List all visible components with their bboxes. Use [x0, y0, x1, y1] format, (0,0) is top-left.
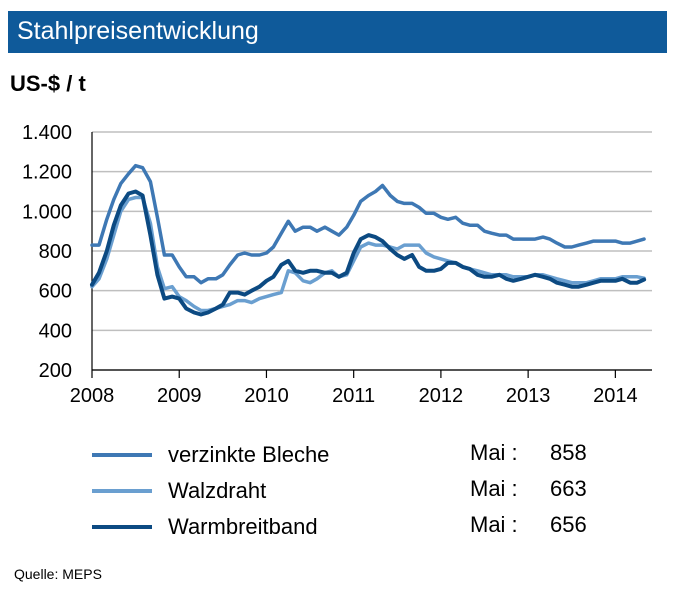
- legend-row-walzdraht: Walzdraht Mai : 663: [92, 476, 612, 506]
- axes: [91, 132, 652, 378]
- line-chart: 200 400 600 800 1.000 1.200 1.400 2008 2009 2010 2…: [22, 122, 652, 407]
- legend-value: 858: [550, 440, 587, 465]
- series-line-walzdraht: [90, 195, 646, 313]
- legend-value: 663: [550, 476, 587, 501]
- legend-label: Walzdraht: [168, 478, 267, 503]
- legend-line-walzdraht: [92, 489, 152, 493]
- y-tick-label: 200: [39, 360, 72, 382]
- y-tick-label: 800: [39, 241, 72, 263]
- tick-labels: 200 400 600 800 1.000 1.200 1.400 2008 2009 2010 2…: [22, 122, 638, 407]
- legend-month: Mai :: [470, 512, 518, 537]
- legend-label: verzinkte Bleche: [168, 442, 330, 467]
- legend-row-verzinkte-bleche: verzinkte Bleche Mai : 858: [92, 440, 612, 470]
- y-tick-label: 1.200: [22, 162, 72, 184]
- y-tick-label: 1.400: [22, 122, 72, 144]
- chart-title: Stahlpreisentwicklung: [17, 17, 259, 45]
- source-note: Quelle: MEPS: [14, 566, 102, 582]
- legend-line-warmbreitband: [92, 525, 152, 529]
- series-line-warmbreitband: [90, 189, 647, 317]
- x-tick-label: 2012: [419, 385, 464, 407]
- title-bar: Stahlpreisentwicklung: [8, 11, 667, 53]
- y-tick-label: 1.000: [22, 201, 72, 223]
- y-tick-label: 400: [39, 320, 72, 342]
- legend-value: 656: [550, 512, 587, 537]
- x-tick-label: 2014: [593, 385, 638, 407]
- legend-row-warmbreitband: Warmbreitband Mai : 656: [92, 512, 612, 542]
- y-tick-label: 600: [39, 281, 72, 303]
- x-tick-label: 2008: [70, 385, 115, 407]
- x-tick-label: 2009: [157, 385, 202, 407]
- x-tick-label: 2013: [506, 385, 551, 407]
- legend-line-verzinkte-bleche: [92, 453, 152, 457]
- legend-month: Mai :: [470, 476, 518, 501]
- series-line-verzinkte-bleche: [90, 163, 646, 285]
- x-tick-label: 2011: [332, 385, 375, 407]
- x-tick-label: 2010: [244, 385, 289, 407]
- grid-lines: [92, 131, 652, 371]
- y-axis-unit: US-$ / t: [10, 71, 86, 96]
- series-lines: [90, 163, 647, 317]
- legend-label: Warmbreitband: [168, 514, 318, 539]
- legend-month: Mai :: [470, 440, 518, 465]
